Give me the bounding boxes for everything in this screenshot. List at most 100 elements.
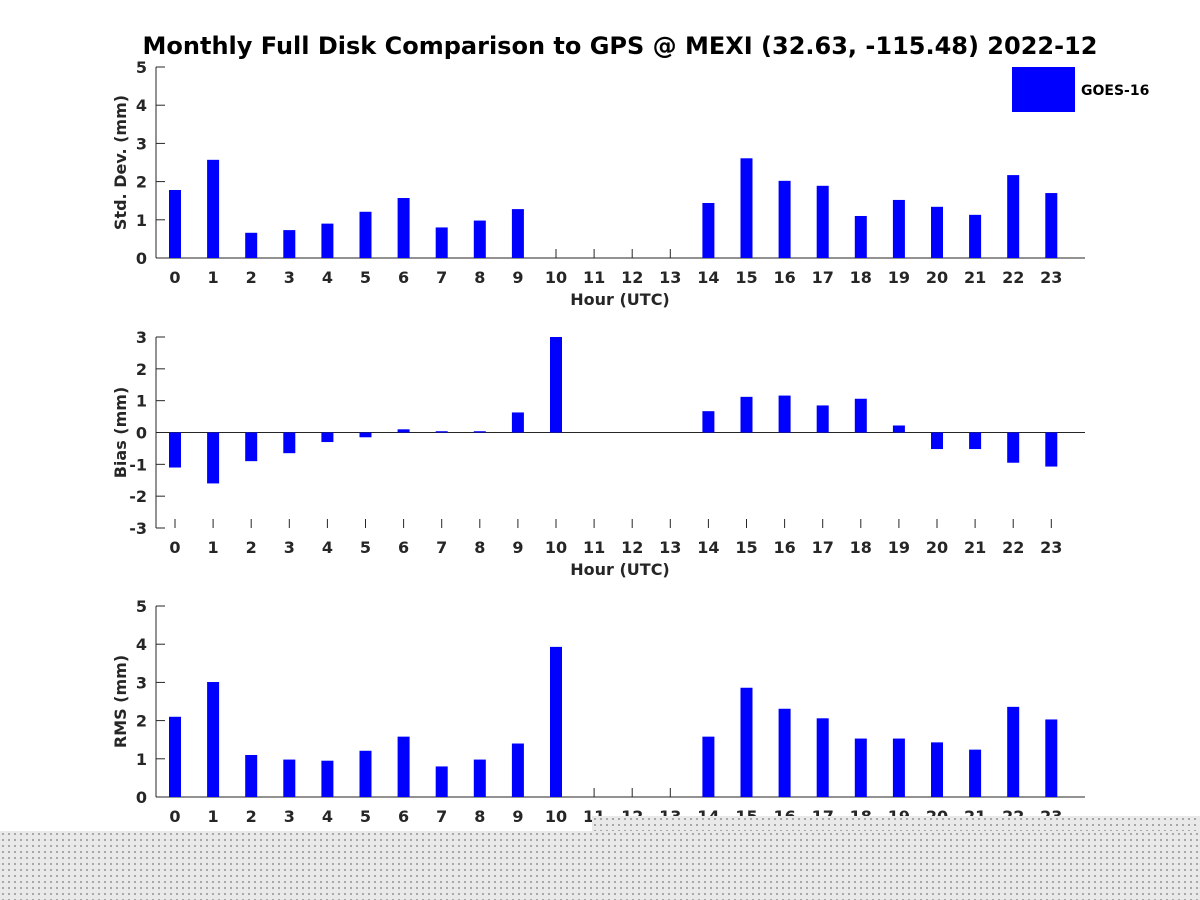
x-tick-label: 17 (812, 268, 834, 287)
bar (778, 180, 791, 258)
x-tick-label: 1 (208, 538, 219, 557)
bar (283, 432, 296, 454)
bar (245, 754, 258, 797)
x-tick-label: 21 (964, 268, 986, 287)
x-tick-label: 9 (512, 807, 523, 826)
y-axis-label: Std. Dev. (mm) (111, 95, 130, 230)
x-tick-label: 8 (474, 807, 485, 826)
x-tick-label: 5 (360, 538, 371, 557)
x-axis-label: Hour (UTC) (570, 290, 670, 309)
y-tick-label: 3 (136, 328, 147, 347)
x-tick-label: 23 (1040, 538, 1062, 557)
bar (854, 738, 867, 797)
bar (511, 743, 524, 797)
x-tick-label: 13 (659, 538, 681, 557)
y-axis-label: Bias (mm) (111, 387, 130, 479)
x-tick-label: 20 (926, 538, 948, 557)
bar (969, 749, 982, 797)
x-tick-label: 4 (322, 268, 333, 287)
y-tick-label: -2 (129, 487, 147, 506)
bar (283, 230, 296, 258)
x-tick-label: 1 (208, 268, 219, 287)
bar (473, 759, 486, 797)
x-tick-label: 15 (735, 538, 757, 557)
bar (816, 718, 829, 797)
y-tick-label: 1 (136, 392, 147, 411)
y-tick-label: 3 (136, 134, 147, 153)
bar (702, 202, 715, 258)
x-tick-label: 9 (512, 538, 523, 557)
bar (207, 432, 220, 484)
x-tick-label: 0 (169, 807, 180, 826)
bar (1045, 432, 1058, 467)
x-tick-label: 13 (659, 268, 681, 287)
x-tick-label: 12 (621, 268, 643, 287)
bar (1045, 193, 1058, 258)
legend-swatch (1012, 67, 1075, 112)
x-tick-label: 3 (284, 268, 295, 287)
bar (321, 223, 334, 258)
y-tick-label: 2 (136, 173, 147, 192)
bar (854, 215, 867, 258)
dotted-overlay-bottom (0, 831, 1200, 900)
y-tick-label: 5 (136, 58, 147, 77)
x-tick-label: 2 (246, 807, 257, 826)
x-tick-label: 11 (583, 538, 605, 557)
bar (511, 412, 524, 433)
y-tick-label: 1 (136, 750, 147, 769)
bar (550, 337, 562, 433)
bar (892, 738, 905, 797)
bar (892, 199, 905, 258)
legend-label: GOES-16 (1081, 83, 1149, 99)
x-tick-label: 18 (850, 538, 872, 557)
x-tick-label: 17 (812, 538, 834, 557)
bar (702, 736, 715, 797)
x-tick-label: 19 (888, 538, 910, 557)
x-tick-label: 6 (398, 807, 409, 826)
bar (473, 220, 486, 258)
y-tick-label: 0 (136, 788, 147, 807)
bar (207, 159, 220, 258)
x-tick-label: 7 (436, 268, 447, 287)
bar (169, 716, 181, 797)
bar (778, 708, 791, 797)
x-tick-label: 23 (1040, 268, 1062, 287)
bar (169, 190, 181, 258)
bar (283, 759, 296, 797)
bar (816, 185, 829, 258)
x-tick-label: 3 (284, 807, 295, 826)
legend: GOES-16 (1012, 67, 1149, 112)
panel-3: 0123450123456789101112131415161718192021… (111, 597, 1085, 826)
bar (435, 766, 448, 797)
x-tick-label: 10 (545, 807, 567, 826)
x-tick-label: 10 (545, 538, 567, 557)
x-tick-label: 9 (512, 268, 523, 287)
x-tick-label: 15 (735, 268, 757, 287)
bar (969, 432, 982, 450)
x-tick-label: 7 (436, 538, 447, 557)
x-tick-label: 22 (1002, 268, 1024, 287)
bar (321, 432, 334, 443)
x-tick-label: 18 (850, 268, 872, 287)
x-tick-label: 6 (398, 538, 409, 557)
y-tick-label: 4 (136, 635, 147, 654)
bar (854, 398, 867, 433)
bar (931, 432, 943, 450)
bar (511, 209, 524, 258)
x-tick-label: 16 (773, 268, 795, 287)
bar (359, 750, 372, 797)
bar (359, 432, 372, 438)
y-tick-label: 0 (136, 424, 147, 443)
bar (969, 214, 982, 258)
bar (473, 431, 486, 433)
bar (1045, 719, 1058, 797)
x-tick-label: 8 (474, 268, 485, 287)
x-tick-label: 1 (208, 807, 219, 826)
x-tick-label: 11 (583, 268, 605, 287)
x-tick-label: 8 (474, 538, 485, 557)
x-tick-label: 19 (888, 268, 910, 287)
bar (397, 429, 410, 433)
